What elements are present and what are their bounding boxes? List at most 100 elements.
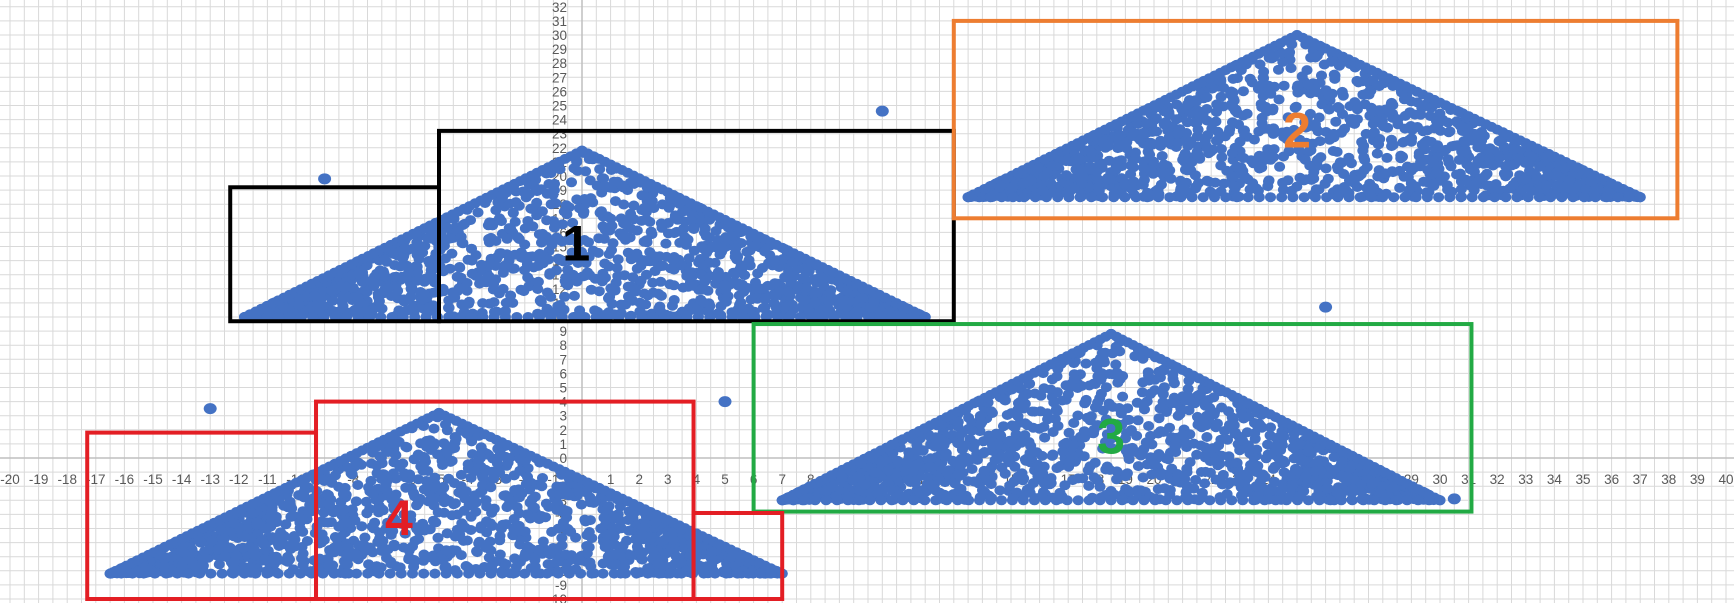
data-point bbox=[768, 257, 780, 268]
x-tick-label: 32 bbox=[1490, 472, 1505, 487]
data-point bbox=[992, 439, 1004, 450]
data-point bbox=[1220, 192, 1232, 203]
data-point bbox=[853, 495, 865, 506]
data-point bbox=[1097, 192, 1108, 203]
data-point bbox=[1395, 153, 1407, 164]
y-tick-label: 1 bbox=[559, 437, 567, 452]
data-point bbox=[1489, 192, 1501, 203]
data-point bbox=[1143, 370, 1154, 381]
data-point bbox=[1009, 422, 1021, 433]
data-point bbox=[1166, 463, 1178, 474]
data-point bbox=[1116, 495, 1128, 506]
data-point bbox=[519, 251, 531, 262]
data-point bbox=[1068, 373, 1080, 384]
data-point bbox=[1146, 469, 1158, 480]
data-point bbox=[1233, 119, 1244, 130]
data-point bbox=[1403, 134, 1415, 145]
data-point bbox=[1388, 192, 1400, 203]
data-point bbox=[1190, 96, 1202, 107]
data-point bbox=[465, 215, 476, 226]
data-point bbox=[1371, 148, 1383, 159]
x-tick-label: -16 bbox=[115, 472, 135, 487]
data-point bbox=[720, 235, 732, 246]
data-point bbox=[1085, 164, 1097, 175]
data-point bbox=[1078, 451, 1090, 462]
data-point bbox=[1068, 418, 1080, 428]
data-point bbox=[1051, 371, 1063, 382]
data-point bbox=[1237, 86, 1249, 97]
data-point bbox=[1309, 84, 1321, 95]
data-point bbox=[1413, 148, 1425, 159]
data-point bbox=[1162, 454, 1174, 465]
data-point bbox=[1474, 173, 1486, 184]
data-point bbox=[1051, 406, 1063, 416]
data-point bbox=[411, 237, 423, 248]
data-point bbox=[1132, 485, 1144, 496]
data-point bbox=[824, 287, 836, 298]
cluster-1 bbox=[239, 145, 931, 322]
y-tick-label: 7 bbox=[559, 352, 567, 367]
data-point bbox=[646, 196, 658, 206]
data-point bbox=[685, 215, 697, 226]
data-point bbox=[955, 453, 967, 464]
data-point bbox=[423, 302, 435, 313]
data-point bbox=[335, 281, 347, 292]
data-point bbox=[1508, 144, 1520, 155]
y-tick-label: 28 bbox=[552, 56, 567, 71]
cluster-2 bbox=[962, 30, 1646, 203]
data-point bbox=[1500, 192, 1512, 203]
data-point bbox=[594, 164, 606, 175]
data-point bbox=[882, 465, 894, 476]
data-point bbox=[1033, 423, 1045, 434]
data-point bbox=[1226, 148, 1238, 159]
data-point bbox=[1212, 460, 1224, 471]
data-point bbox=[1018, 192, 1030, 203]
data-point bbox=[1522, 192, 1534, 203]
data-point bbox=[1542, 170, 1554, 181]
data-point bbox=[1114, 142, 1126, 153]
data-point bbox=[996, 192, 1008, 203]
data-point bbox=[411, 275, 423, 286]
data-point bbox=[1227, 73, 1239, 84]
data-point bbox=[351, 292, 363, 303]
data-point bbox=[584, 175, 596, 186]
data-point bbox=[712, 267, 724, 277]
data-point bbox=[1060, 170, 1072, 181]
data-point bbox=[1202, 130, 1214, 141]
data-point bbox=[1164, 192, 1176, 203]
data-point bbox=[1360, 89, 1372, 99]
data-point bbox=[1155, 135, 1167, 146]
data-point bbox=[1556, 192, 1568, 203]
data-point bbox=[594, 207, 606, 218]
data-point bbox=[752, 268, 764, 279]
data-point bbox=[1292, 495, 1303, 506]
data-point bbox=[1156, 151, 1168, 161]
data-point bbox=[508, 263, 520, 274]
data-point bbox=[1524, 165, 1535, 176]
data-point bbox=[1276, 429, 1287, 440]
y-tick-label: 30 bbox=[552, 28, 567, 43]
data-point bbox=[488, 279, 500, 290]
data-point bbox=[792, 281, 804, 291]
data-point bbox=[1359, 155, 1371, 165]
data-point bbox=[466, 268, 478, 279]
data-point bbox=[1377, 121, 1389, 132]
data-point bbox=[1477, 192, 1489, 203]
data-point bbox=[1394, 165, 1406, 176]
data-point bbox=[818, 280, 830, 291]
x-tick-label: -14 bbox=[172, 472, 192, 487]
data-point bbox=[454, 262, 466, 273]
data-point bbox=[1313, 495, 1325, 506]
data-point bbox=[1372, 171, 1384, 182]
y-tick-label: 25 bbox=[552, 99, 567, 114]
data-point bbox=[1366, 479, 1378, 490]
x-tick-label: 7 bbox=[778, 472, 786, 487]
data-point bbox=[1004, 435, 1016, 446]
data-point bbox=[1346, 114, 1358, 124]
data-point bbox=[1072, 383, 1084, 393]
data-point bbox=[1063, 192, 1075, 203]
data-point bbox=[1215, 91, 1227, 102]
data-point bbox=[910, 460, 922, 471]
data-point bbox=[1193, 178, 1204, 188]
